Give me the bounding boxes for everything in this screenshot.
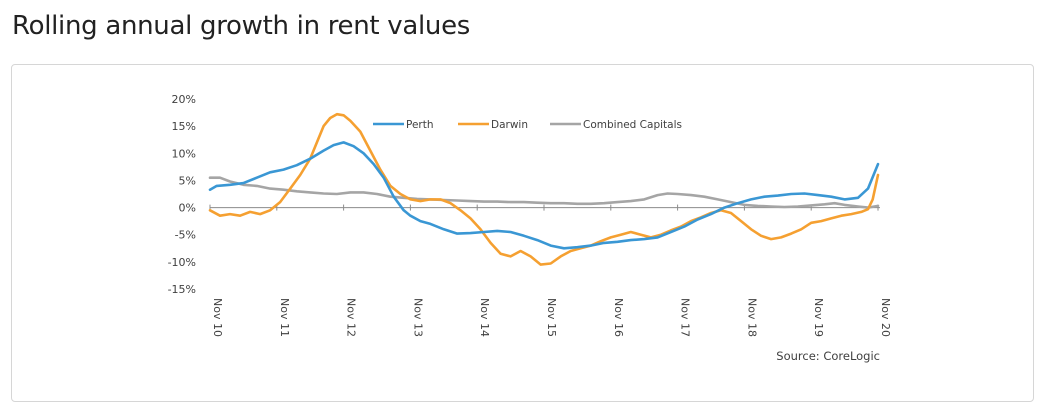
- y-tick-label: -15%: [168, 283, 196, 296]
- y-tick-label: 10%: [172, 147, 196, 160]
- x-tick-label: Nov 17: [679, 298, 692, 337]
- x-tick-label: Nov 20: [879, 298, 892, 337]
- legend-label-darwin: Darwin: [491, 119, 528, 131]
- x-tick-label: Nov 11: [278, 298, 291, 337]
- series-line-combined-capitals: [208, 176, 880, 209]
- x-tick-label: Nov 19: [812, 298, 825, 337]
- x-tick-label: Nov 10: [211, 298, 224, 337]
- x-tick-label: Nov 13: [411, 298, 424, 337]
- x-tick-label: Nov 15: [545, 298, 558, 337]
- y-tick-label: 20%: [172, 93, 196, 106]
- page-title: Rolling annual growth in rent values: [12, 11, 471, 41]
- source-label: Source: CoreLogic: [776, 349, 880, 363]
- y-tick-label: 0%: [179, 202, 196, 215]
- y-tick-label: 5%: [179, 174, 196, 187]
- legend-label-combined-capitals: Combined Capitals: [583, 119, 682, 131]
- legend-label-perth: Perth: [406, 119, 434, 131]
- y-tick-label: -5%: [175, 229, 196, 242]
- series-line-darwin: [208, 112, 880, 266]
- x-tick-label: Nov 12: [345, 298, 358, 337]
- y-tick-label: -10%: [168, 256, 196, 269]
- x-tick-label: Nov 16: [612, 298, 625, 337]
- y-tick-label: 15%: [172, 120, 196, 133]
- x-tick-label: Nov 18: [745, 298, 758, 337]
- series-line-perth: [208, 141, 880, 250]
- chart-plot-background: [150, 90, 898, 374]
- x-tick-label: Nov 14: [478, 298, 491, 337]
